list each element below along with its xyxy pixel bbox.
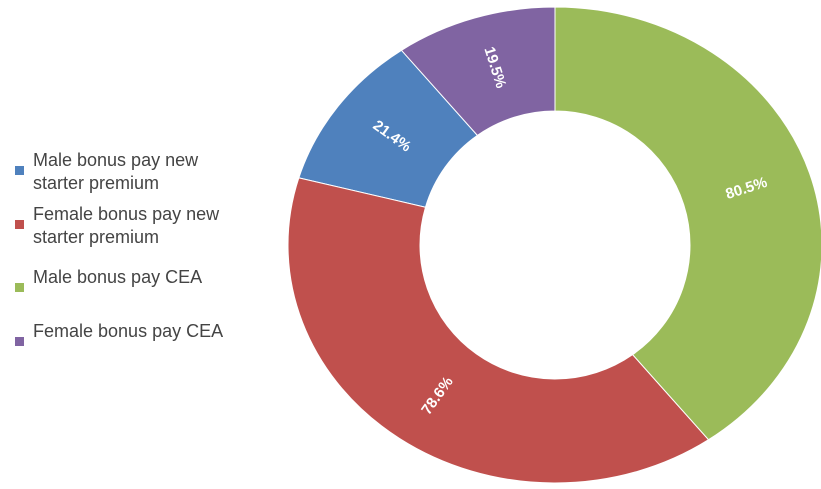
slice — [400, 6, 556, 137]
legend-swatch — [15, 283, 24, 292]
slice — [287, 177, 710, 484]
legend-label: starter premium — [33, 173, 159, 193]
legend-swatch — [15, 337, 24, 346]
legend-label: Female bonus pay new — [33, 204, 220, 224]
legend-swatch — [15, 166, 24, 175]
legend-label: starter premium — [33, 227, 159, 247]
slice — [554, 6, 821, 441]
legend-label: Female bonus pay CEA — [33, 321, 223, 341]
legend-label: Male bonus pay CEA — [33, 267, 202, 287]
legend-label: Male bonus pay new — [33, 150, 199, 170]
legend-swatch — [15, 220, 24, 229]
